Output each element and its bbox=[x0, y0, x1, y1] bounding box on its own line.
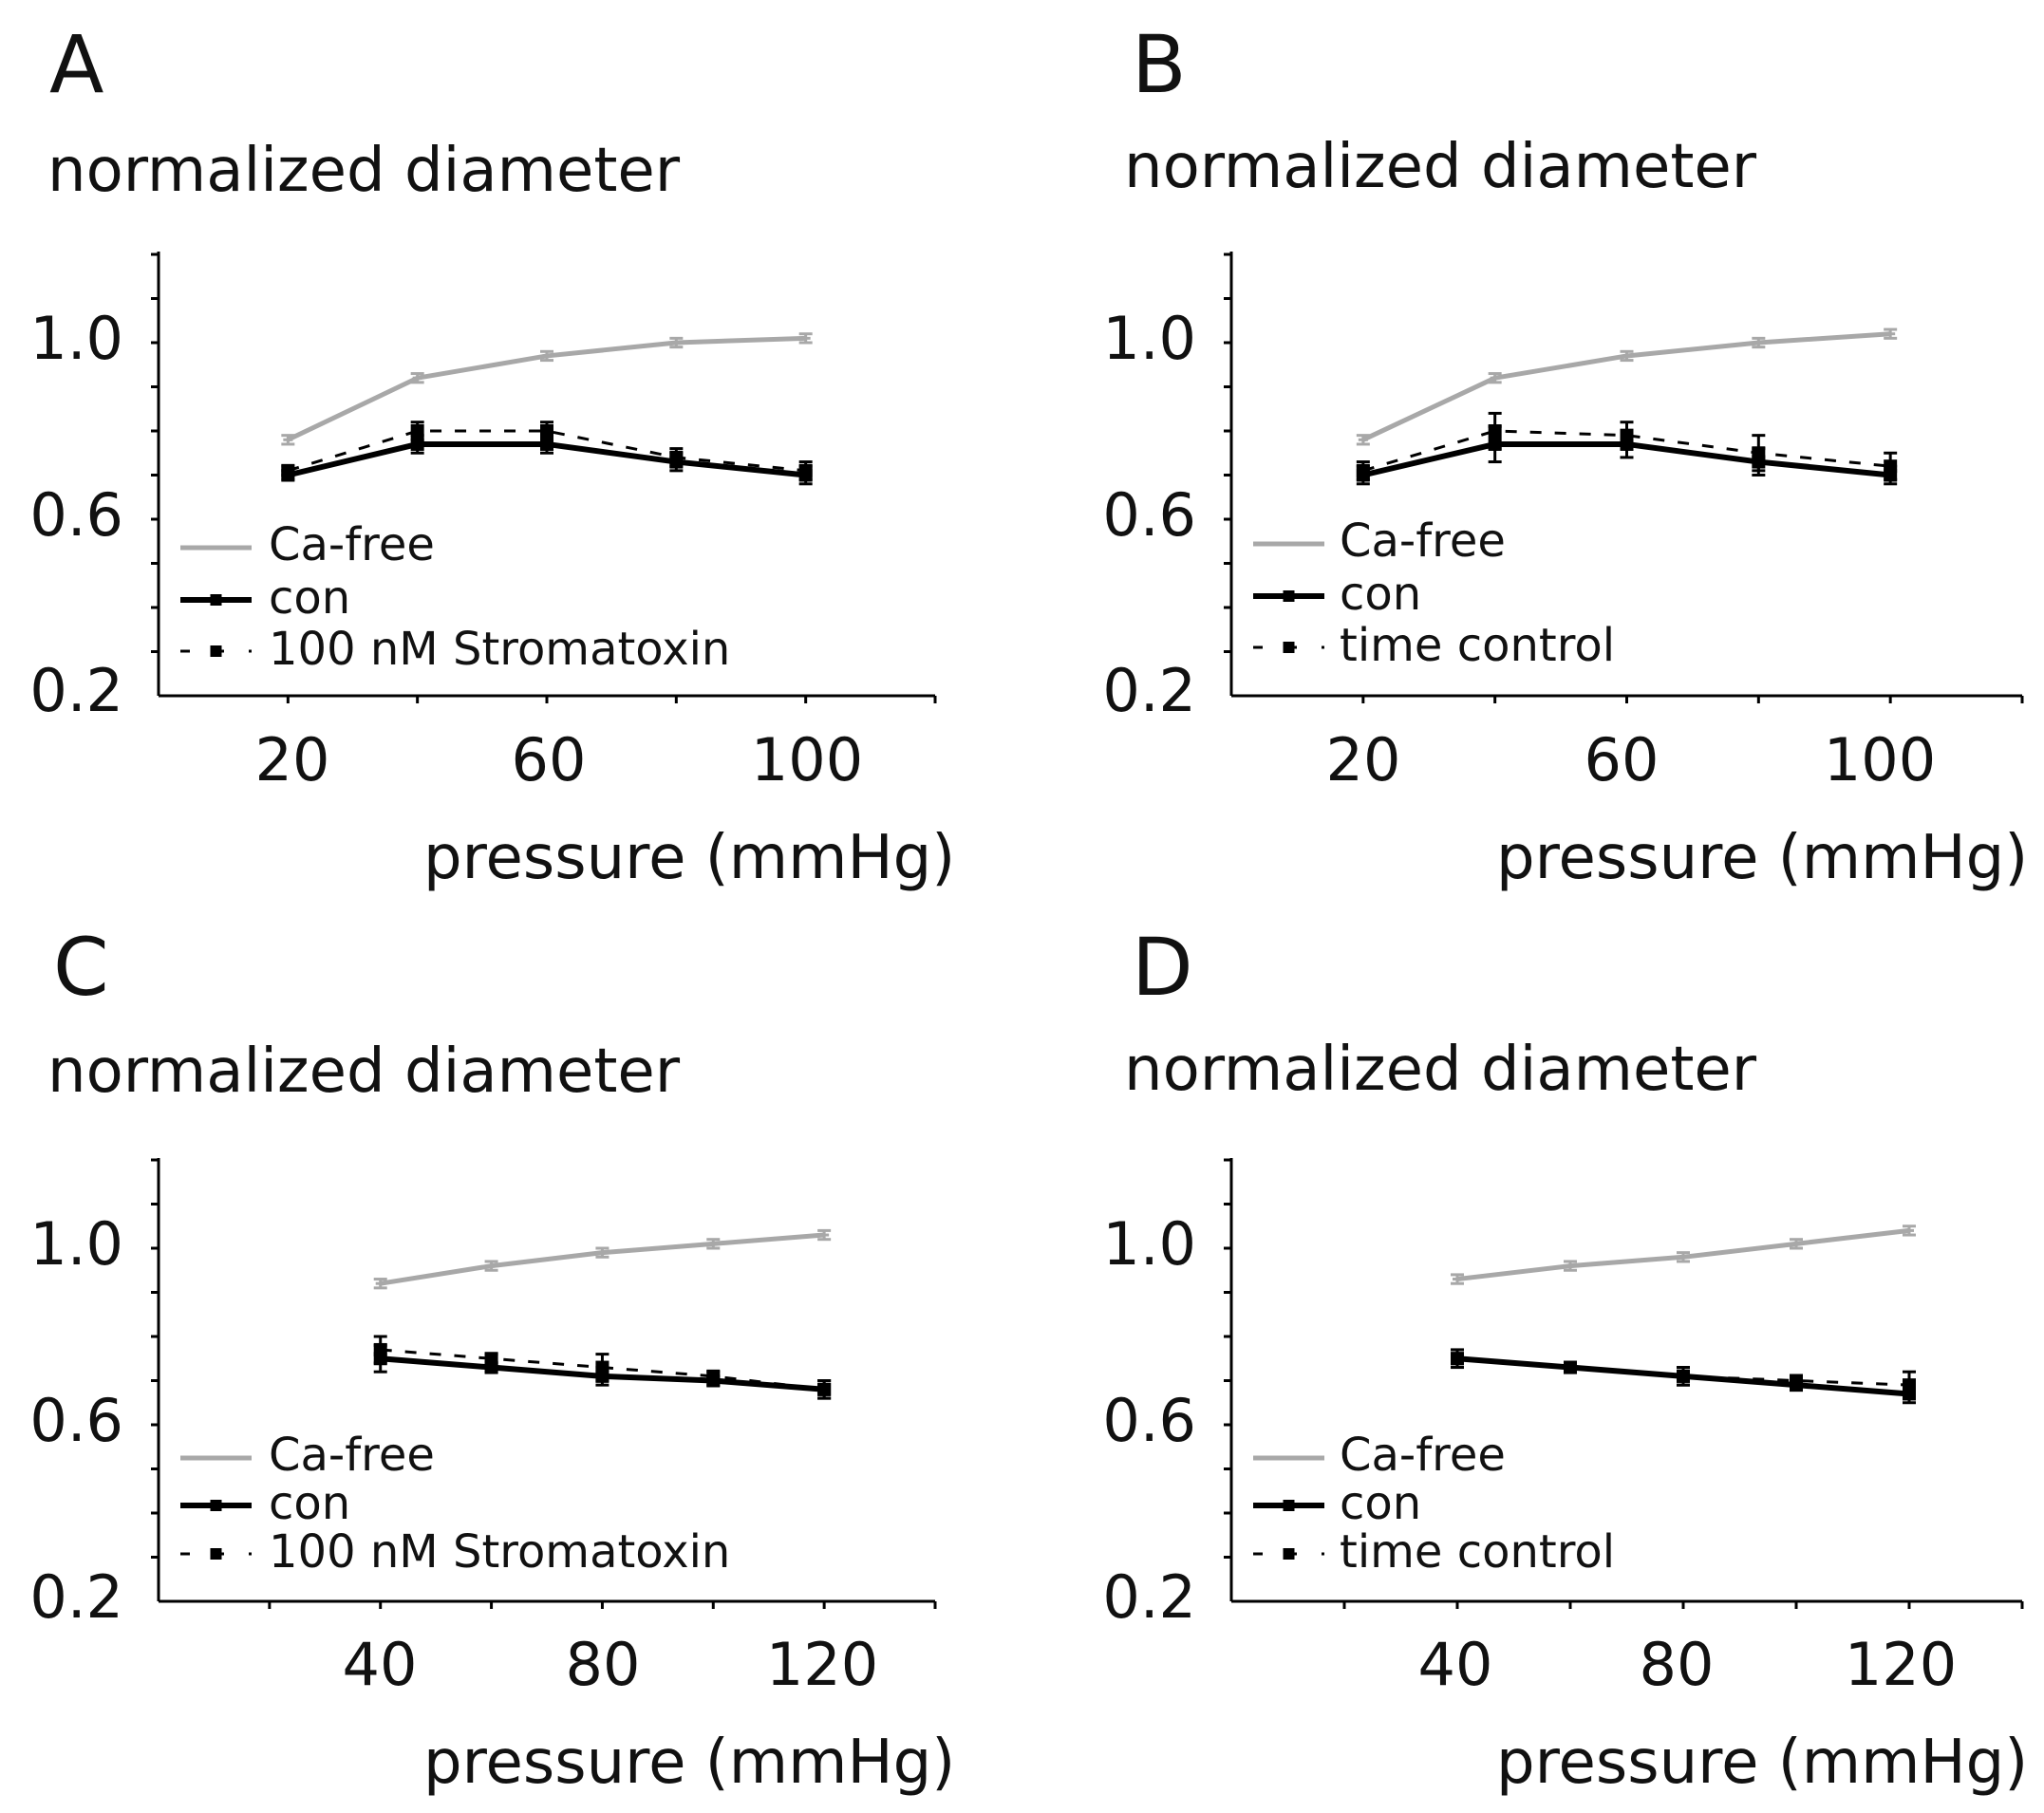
legend-label: Ca-free bbox=[1340, 1429, 1506, 1482]
legend-marker bbox=[210, 1500, 222, 1511]
chart-svg bbox=[1224, 1158, 2024, 1609]
panel-label: A bbox=[49, 18, 104, 111]
data-point bbox=[373, 1352, 387, 1366]
y-axis-label: normalized diameter bbox=[1124, 1035, 1757, 1105]
legend-marker bbox=[210, 645, 222, 657]
y-axis-label: normalized diameter bbox=[47, 136, 681, 206]
y-axis-label: normalized diameter bbox=[47, 1037, 681, 1107]
data-point bbox=[1752, 455, 1766, 469]
y-tick-label: 0.6 bbox=[1102, 1386, 1196, 1455]
y-tick-label: 0.2 bbox=[29, 656, 123, 725]
data-point bbox=[1790, 1378, 1803, 1392]
data-point bbox=[706, 1374, 721, 1388]
legend-label: 100 nM Stromatoxin bbox=[269, 1525, 731, 1579]
x-tick-label: 20 bbox=[1325, 725, 1401, 794]
x-tick-label: 120 bbox=[765, 1630, 879, 1699]
legend-marker bbox=[1283, 590, 1295, 602]
legend-label: Ca-free bbox=[1340, 514, 1506, 568]
legend-label: con bbox=[1340, 568, 1422, 621]
x-tick-label: 60 bbox=[511, 725, 587, 794]
y-tick-label: 1.0 bbox=[1102, 304, 1196, 373]
legend-marker bbox=[210, 594, 222, 606]
x-tick-label: 100 bbox=[1823, 725, 1937, 794]
data-point bbox=[1356, 468, 1370, 482]
x-axis-label: pressure (mmHg) bbox=[1496, 823, 2029, 893]
panel-label: B bbox=[1132, 18, 1187, 111]
legend-label: con bbox=[269, 571, 351, 625]
legend-label: time control bbox=[1340, 1525, 1616, 1579]
x-axis-label: pressure (mmHg) bbox=[1496, 1728, 2029, 1798]
data-point bbox=[281, 468, 295, 482]
x-axis-label: pressure (mmHg) bbox=[423, 823, 956, 893]
data-point bbox=[669, 455, 684, 469]
legend-marker bbox=[1283, 1500, 1295, 1511]
series-line-ca-free bbox=[380, 1232, 825, 1286]
x-tick-label: 60 bbox=[1584, 725, 1660, 794]
x-tick-label: 40 bbox=[1417, 1630, 1493, 1699]
y-axis-label: normalized diameter bbox=[1124, 132, 1757, 202]
y-tick-label: 0.2 bbox=[1102, 1562, 1196, 1632]
legend-marker bbox=[1283, 642, 1295, 653]
y-tick-label: 1.0 bbox=[29, 304, 123, 373]
data-point bbox=[1564, 1360, 1577, 1374]
chart-svg bbox=[1224, 252, 2024, 703]
panel-c: C normalized diameter 1.0 0.6 0.2 40 80 … bbox=[0, 906, 1022, 1813]
x-tick-label: 40 bbox=[342, 1630, 418, 1699]
x-tick-label: 20 bbox=[254, 725, 330, 794]
data-point bbox=[1884, 468, 1898, 482]
y-tick-label: 0.6 bbox=[1102, 480, 1196, 550]
data-point bbox=[1488, 437, 1502, 451]
x-axis-label: pressure (mmHg) bbox=[423, 1728, 956, 1798]
panel-label: D bbox=[1132, 921, 1193, 1014]
legend-label: time control bbox=[1340, 619, 1616, 672]
legend-marker bbox=[210, 1548, 222, 1560]
legend-label: con bbox=[1340, 1477, 1422, 1530]
y-tick-label: 0.2 bbox=[1102, 656, 1196, 725]
legend-label: Ca-free bbox=[269, 518, 435, 571]
y-tick-label: 0.2 bbox=[29, 1562, 123, 1632]
x-tick-label: 80 bbox=[565, 1630, 641, 1699]
legend-label: Ca-free bbox=[269, 1429, 435, 1482]
y-tick-label: 0.6 bbox=[29, 1386, 123, 1455]
data-point bbox=[540, 437, 553, 451]
data-point bbox=[1903, 1387, 1916, 1401]
data-point bbox=[410, 437, 424, 451]
x-tick-label: 80 bbox=[1639, 1630, 1715, 1699]
data-point bbox=[1677, 1369, 1690, 1383]
legend-label: 100 nM Stromatoxin bbox=[269, 623, 731, 676]
data-point bbox=[798, 468, 813, 482]
y-tick-label: 1.0 bbox=[1102, 1209, 1196, 1279]
data-point bbox=[1620, 437, 1634, 451]
legend-marker bbox=[1283, 1548, 1295, 1560]
chart-svg bbox=[151, 252, 937, 703]
legend-label: con bbox=[269, 1477, 351, 1530]
data-point bbox=[595, 1369, 609, 1383]
panel-label: C bbox=[53, 921, 109, 1014]
x-tick-label: 100 bbox=[750, 725, 864, 794]
x-tick-label: 120 bbox=[1844, 1630, 1958, 1699]
series-line-time-control bbox=[1362, 429, 1891, 473]
data-point bbox=[817, 1382, 832, 1396]
y-tick-label: 1.0 bbox=[29, 1209, 123, 1279]
panel-d: D normalized diameter 1.0 0.6 0.2 40 80 … bbox=[1073, 906, 2044, 1813]
data-point bbox=[484, 1360, 498, 1374]
panel-a: A normalized diameter 1.0 0.6 0.2 20 60 … bbox=[0, 0, 1022, 906]
panel-b: B normalized diameter 1.0 0.6 0.2 20 60 … bbox=[1073, 0, 2044, 906]
y-tick-label: 0.6 bbox=[29, 480, 123, 550]
chart-svg bbox=[151, 1158, 937, 1609]
data-point bbox=[1451, 1352, 1464, 1366]
